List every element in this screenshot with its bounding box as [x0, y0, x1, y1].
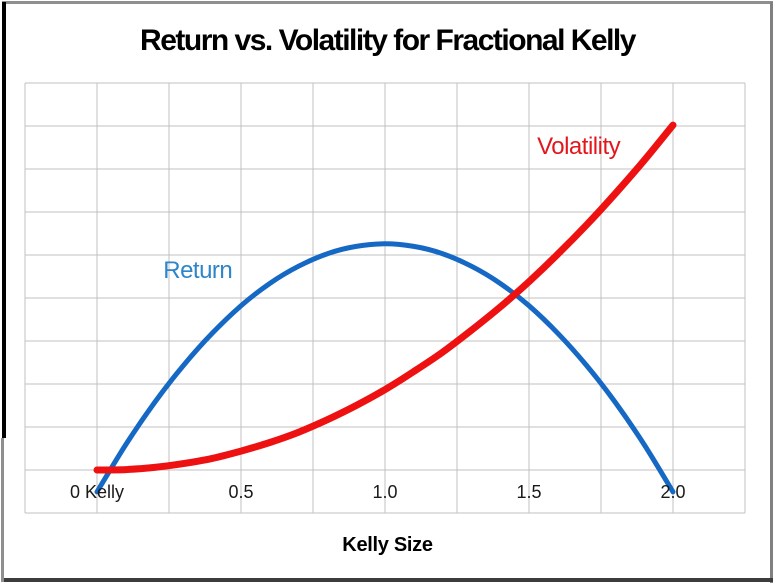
x-tick-label: 2.0 [660, 482, 686, 502]
x-tick-label: 0 Kelly [69, 482, 125, 502]
x-tick-label: 1.0 [372, 482, 398, 502]
series-curve-volatility [93, 121, 677, 474]
frame-border-left-upper [2, 2, 6, 438]
frame-border-bottom [1, 578, 773, 582]
series-curve-return [94, 241, 676, 495]
x-tick-label: 1.5 [516, 482, 542, 502]
x-axis-title: Kelly Size [342, 534, 433, 556]
frame-border-left-lower [1, 438, 4, 582]
chart-title: Return vs. Volatility for Fractional Kel… [140, 24, 636, 57]
gridlines [24, 82, 746, 514]
series-label-return: Return [163, 257, 233, 284]
frame-border-right [770, 2, 773, 583]
x-tick-label: 0.5 [228, 482, 254, 502]
series-label-volatility: Volatility [537, 133, 621, 161]
frame-border-top [2, 1, 773, 4]
